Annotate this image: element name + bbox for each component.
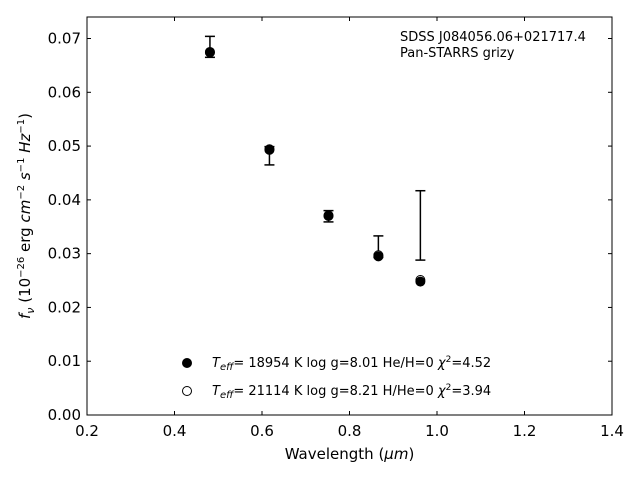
x-tick-label: 0.2 [75,422,99,440]
legend: Teff= 18954 K log g=8.01 He/H=0 χ2=4.52 … [182,355,491,401]
legend-marker-filled [182,358,192,368]
y-tick-label: 0.05 [48,137,81,155]
x-axis-ticks: 0.2 0.4 0.6 0.8 1.0 1.2 1.4 [75,17,624,440]
y-tick-label: 0.02 [48,298,81,316]
y-tick-label: 0.00 [48,406,81,424]
marker-filled [373,251,384,262]
x-axis-label: Wavelength (μm) [285,445,415,463]
marker-filled [415,276,426,287]
x-tick-label: 1.4 [600,422,624,440]
x-tick-label: 0.6 [250,422,274,440]
x-tick-label: 1.2 [513,422,537,440]
y-axis-ticks: 0.00 0.01 0.02 0.03 0.04 0.05 0.06 0.07 [48,30,612,424]
x-tick-label: 1.0 [425,422,449,440]
legend-entry-2: Teff= 21114 K log g=8.21 H/He=0 χ2=3.94 [212,383,491,401]
y-tick-label: 0.01 [48,352,81,370]
y-tick-label: 0.06 [48,83,81,101]
y-tick-label: 0.07 [48,30,81,48]
annotation-object-name: SDSS J084056.06+021717.4 [400,30,586,45]
data-markers [204,46,426,287]
legend-entry-1: Teff= 18954 K log g=8.01 He/H=0 χ2=4.52 [212,355,491,373]
legend-marker-open [182,386,192,396]
marker-filled [264,144,275,155]
marker-filled [204,47,215,58]
annotation-survey: Pan-STARRS grizy [400,46,515,61]
marker-filled [323,211,334,221]
y-tick-label: 0.04 [48,191,81,209]
x-tick-label: 0.8 [338,422,362,440]
y-axis-label: fν (10−26 erg cm−2 s−1 Hz−1) [16,113,37,319]
y-tick-label: 0.03 [48,245,81,263]
x-tick-label: 0.4 [163,422,187,440]
